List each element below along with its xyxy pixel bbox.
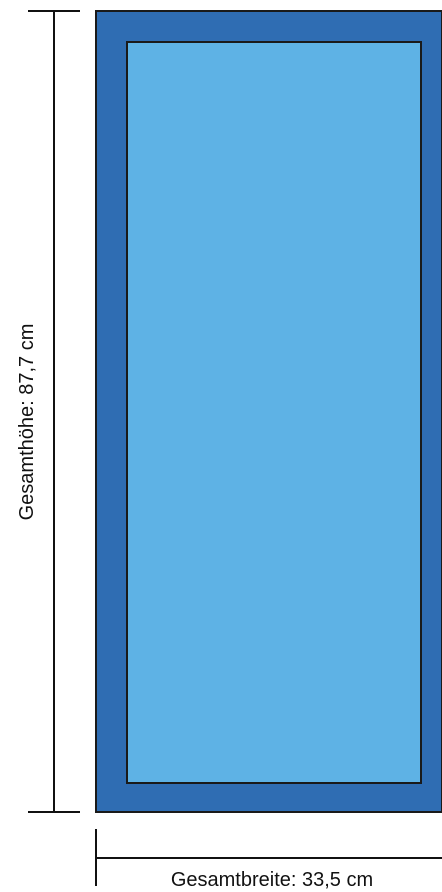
width-label: Gesamtbreite: 33,5 cm: [171, 869, 373, 891]
width-dimension: Gesamtbreite: 33,5 cm: [95, 829, 442, 891]
height-dimension: Gesamthöhe: 87,7 cm: [16, 10, 80, 813]
height-label: Gesamthöhe: 87,7 cm: [16, 324, 38, 521]
glass-panel: [126, 41, 422, 784]
